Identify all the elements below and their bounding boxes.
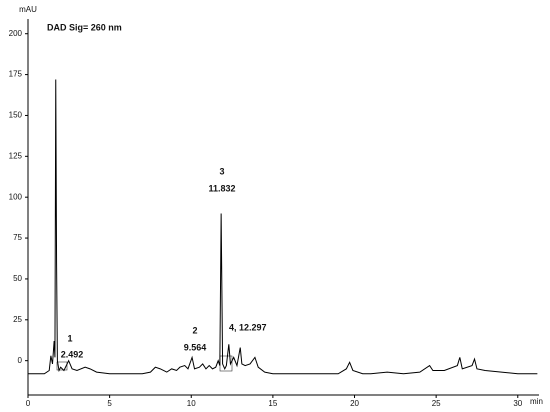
y-tick-label: 75 [13, 233, 22, 242]
y-tick-label: 200 [9, 29, 23, 38]
x-tick-label: 0 [26, 399, 31, 408]
x-tick-label: 20 [350, 399, 359, 408]
x-tick-label: 15 [268, 399, 277, 408]
peak-time: 2.492 [61, 349, 84, 359]
y-axis-label: mAU [19, 5, 37, 14]
integration-box [56, 361, 68, 371]
chart-title: DAD Sig= 260 nm [47, 22, 122, 32]
x-tick-label: 5 [107, 399, 112, 408]
x-tick-label: 25 [432, 399, 441, 408]
x-axis-label: min [530, 397, 543, 406]
peak-number: 1 [67, 333, 72, 343]
peak-time: 11.832 [208, 183, 235, 193]
peak-time: 9.564 [184, 342, 207, 352]
x-tick-label: 30 [513, 399, 522, 408]
y-tick-label: 25 [13, 315, 22, 324]
y-tick-label: 50 [13, 274, 22, 283]
y-tick-label: 0 [18, 356, 23, 365]
y-tick-label: 125 [9, 151, 23, 160]
x-tick-label: 10 [187, 399, 196, 408]
y-tick-label: 100 [9, 192, 23, 201]
y-tick-label: 175 [9, 70, 23, 79]
peak-number: 3 [219, 166, 224, 176]
peak-number: 2 [192, 325, 197, 335]
peak-number: 4, 12.297 [229, 322, 267, 332]
y-tick-label: 150 [9, 111, 23, 120]
chromatogram-line [28, 79, 538, 375]
